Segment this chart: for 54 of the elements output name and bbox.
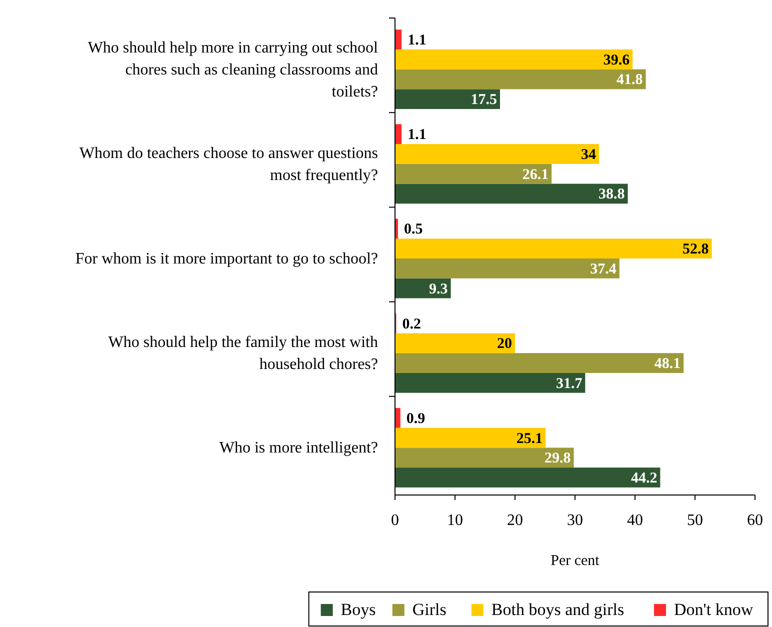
- x-axis-title: Per cent: [550, 553, 600, 569]
- y-tick-label: For whom is it more important to go to school?: [75, 250, 378, 268]
- data-label: 20: [497, 336, 512, 352]
- bar: [395, 448, 574, 468]
- data-label: 44.2: [630, 470, 658, 486]
- bar: [395, 468, 660, 488]
- y-tick-label: Who should help more in carrying out school chores such as cleaning classrooms and toilets?: [88, 39, 379, 100]
- bar: [395, 184, 628, 204]
- bar: [395, 258, 620, 278]
- bar: [395, 124, 402, 144]
- data-label: 26.1: [522, 166, 549, 183]
- data-label: 38.8: [598, 186, 625, 203]
- data-label: 48.1: [654, 356, 681, 372]
- x-tick-label: 10: [447, 512, 463, 529]
- data-label: 0.5: [404, 222, 423, 238]
- y-tick-label: Who should help the family the most with household chores?: [108, 334, 378, 374]
- y-tick-label: Who is more intelligent?: [219, 440, 378, 457]
- data-label: 29.8: [544, 450, 571, 467]
- data-label: 1.1: [408, 32, 426, 48]
- x-tick-label: 40: [627, 512, 643, 529]
- bar: [395, 408, 400, 428]
- legend-label: Both boys and girls: [491, 600, 624, 619]
- y-tick-label: Whom do teachers choose to answer questions most frequently?: [79, 144, 378, 184]
- data-label: 41.8: [616, 72, 643, 88]
- bar: [395, 353, 684, 373]
- x-tick-label: 20: [507, 512, 523, 529]
- bar: [395, 30, 402, 50]
- data-label: 37.4: [590, 261, 617, 278]
- bar: [395, 238, 712, 258]
- x-tick-label: 60: [747, 512, 763, 529]
- bar: [395, 69, 646, 90]
- bar: [395, 144, 599, 164]
- legend-label: Don't know: [674, 600, 754, 619]
- data-label: 17.5: [470, 92, 497, 108]
- x-tick-label: 0: [391, 512, 399, 529]
- data-label: 0.2: [402, 316, 421, 332]
- bar: [395, 89, 500, 110]
- data-label: 52.8: [682, 242, 709, 258]
- data-label: 25.1: [516, 430, 543, 447]
- data-label: 0.9: [406, 410, 426, 427]
- data-label: 1.1: [408, 127, 426, 144]
- data-label: 39.6: [603, 52, 630, 68]
- bar: [395, 49, 633, 70]
- bar: [395, 372, 586, 393]
- bar: [395, 333, 515, 354]
- x-tick-label: 50: [687, 512, 703, 529]
- bar: [395, 428, 546, 448]
- bar: [395, 164, 552, 184]
- x-tick-label: 30: [567, 512, 583, 529]
- legend-label: Boys: [340, 600, 376, 619]
- legend-label: Girls: [412, 600, 446, 619]
- data-label: 34: [581, 146, 596, 163]
- data-label: 31.7: [556, 376, 583, 392]
- data-label: 9.3: [429, 281, 448, 298]
